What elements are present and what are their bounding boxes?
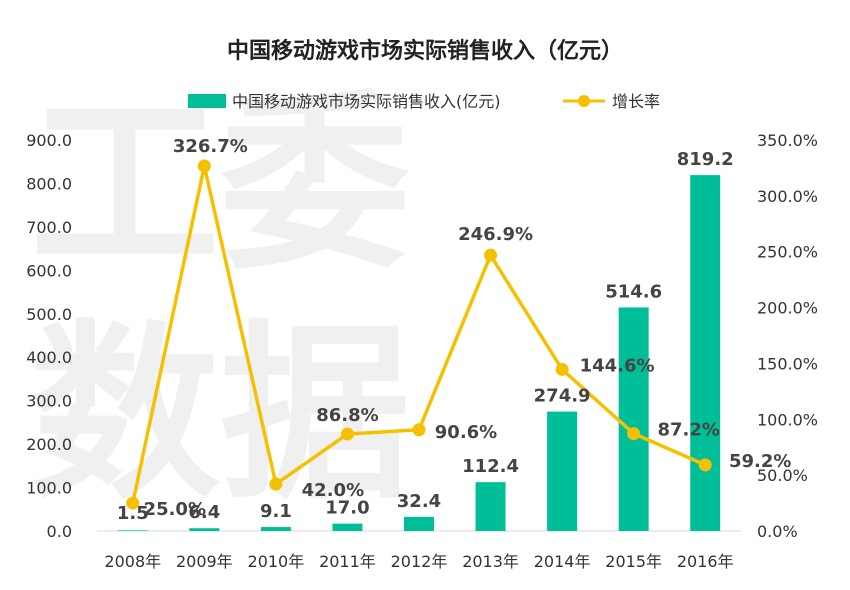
growth-point: [484, 248, 498, 262]
growth-value-label: 86.8%: [316, 405, 378, 426]
bar-value-label: 17.0: [325, 498, 369, 519]
x-tick-label: 2013年: [462, 552, 519, 571]
left-tick-label: 700.0: [26, 218, 72, 237]
bar: [260, 527, 291, 531]
legend-line-marker: [578, 95, 590, 107]
right-tick-label: 250.0%: [757, 243, 818, 262]
growth-point: [698, 458, 712, 472]
left-tick-label: 300.0: [26, 392, 72, 411]
watermark-line-2: 数据: [30, 304, 410, 525]
bar-series: [117, 175, 721, 532]
left-tick-label: 800.0: [26, 174, 72, 193]
growth-point: [412, 423, 426, 437]
data-labels: 1.5 6.4 9.1 17.0 32.4 112.4 274.9 514.6 819.2 25.…: [117, 136, 792, 524]
right-tick-label: 50.0%: [757, 466, 808, 485]
x-tick-label: 2011年: [319, 552, 376, 571]
watermark-line-1: 工委: [30, 74, 410, 295]
growth-point: [269, 477, 283, 491]
right-tick-label: 200.0%: [757, 299, 818, 318]
x-tick-label: 2008年: [104, 552, 161, 571]
growth-value-label: 90.6%: [435, 422, 497, 443]
bar: [618, 307, 649, 531]
right-axis: 0.0% 50.0% 100.0% 150.0% 200.0% 250.0% 300.0% 3…: [757, 131, 818, 541]
bar-value-label: 6.4: [188, 502, 220, 523]
bar: [547, 411, 578, 531]
x-tick-label: 2009年: [176, 552, 233, 571]
bar: [332, 523, 363, 531]
bar-value-label: 514.6: [605, 281, 662, 302]
right-tick-label: 0.0%: [757, 522, 798, 541]
x-tick-label: 2014年: [534, 552, 591, 571]
left-tick-label: 600.0: [26, 261, 72, 280]
legend-bar-swatch: [188, 94, 226, 108]
growth-value-label: 59.2%: [729, 451, 791, 472]
growth-value-label: 326.7%: [173, 136, 248, 157]
x-tick-label: 2010年: [248, 552, 305, 571]
growth-point: [555, 362, 569, 376]
x-tick-label: 2016年: [677, 552, 734, 571]
chart-title: 中国移动游戏市场实际销售收入（亿元）: [227, 38, 623, 64]
bar: [189, 528, 220, 531]
left-tick-label: 400.0: [26, 348, 72, 367]
bar: [475, 482, 506, 531]
legend-bar-label: 中国移动游戏市场实际销售收入(亿元): [232, 92, 501, 111]
bar: [404, 516, 434, 531]
bar-value-label: 819.2: [677, 149, 734, 170]
growth-value-label: 87.2%: [657, 420, 719, 441]
left-tick-label: 200.0: [26, 435, 72, 454]
right-tick-label: 100.0%: [757, 410, 818, 429]
left-tick-label: 0.0: [47, 522, 72, 541]
growth-point: [126, 496, 140, 510]
bar: [690, 175, 721, 532]
growth-point: [627, 427, 641, 441]
bar: [117, 530, 148, 531]
bar-value-label: 1.5: [117, 503, 149, 524]
bar-value-label: 9.1: [260, 501, 292, 522]
growth-value-label: 246.9%: [458, 224, 533, 245]
bar-value-label: 112.4: [462, 456, 519, 477]
bar-value-label: 32.4: [397, 491, 441, 512]
growth-value-label: 144.6%: [580, 355, 655, 376]
legend: 中国移动游戏市场实际销售收入(亿元) 增长率: [188, 92, 660, 111]
growth-point: [340, 427, 354, 441]
left-tick-label: 900.0: [26, 131, 72, 150]
right-tick-label: 350.0%: [757, 131, 818, 150]
left-axis: 0.0 100.0 200.0 300.0 400.0 500.0 600.0 700.0 80…: [26, 131, 72, 541]
right-tick-label: 300.0%: [757, 187, 818, 206]
right-tick-label: 150.0%: [757, 354, 818, 373]
bar-value-label: 274.9: [534, 386, 591, 407]
left-tick-label: 500.0: [26, 305, 72, 324]
line-series: [126, 159, 712, 510]
left-tick-label: 100.0: [26, 479, 72, 498]
legend-line-label: 增长率: [612, 92, 660, 111]
x-tick-label: 2012年: [391, 552, 448, 571]
growth-point: [197, 159, 211, 173]
growth-value-label: 25.0%: [144, 499, 206, 520]
x-axis: 2008年 2009年 2010年 2011年 2012年 2013年 2014年 2015年…: [97, 530, 741, 571]
x-tick-label: 2015年: [605, 552, 662, 571]
growth-value-label: 42.0%: [302, 480, 364, 501]
